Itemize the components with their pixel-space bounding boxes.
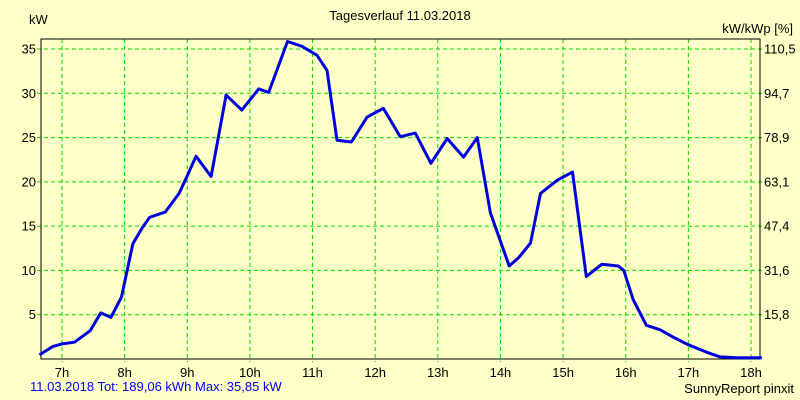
left-axis-unit-label: kW: [29, 12, 48, 27]
y-left-tick-label: 25: [22, 130, 36, 145]
y-right-tick-label: 47,4: [764, 219, 789, 234]
x-tick-label: 9h: [180, 365, 194, 380]
y-right-tick-label: 110,5: [764, 42, 796, 57]
y-right-tick-label: 94,7: [764, 86, 789, 101]
x-tick-label: 18h: [740, 365, 762, 380]
x-tick-label: 12h: [364, 365, 386, 380]
y-left-tick-label: 10: [22, 263, 36, 278]
plot-border: [40, 38, 761, 360]
x-tick-label: 17h: [678, 365, 700, 380]
power-curve: [38, 40, 762, 360]
y-left-tick-label: 20: [22, 174, 36, 189]
brand-text: SunnyReport pinxit: [684, 381, 794, 396]
right-axis-unit-label: kW/kWp [%]: [722, 21, 793, 36]
x-tick-label: 7h: [55, 365, 69, 380]
summary-text: 11.03.2018 Tot: 189,06 kWh Max: 35,85 kW: [30, 379, 282, 394]
y-left-tick-label: 15: [22, 219, 36, 234]
x-tick-label: 10h: [239, 365, 261, 380]
x-tick-label: 14h: [490, 365, 512, 380]
x-tick-label: 16h: [615, 365, 637, 380]
chart-title: Tagesverlauf 11.03.2018: [329, 8, 471, 23]
y-right-tick-label: 31,6: [764, 263, 789, 278]
y-right-tick-label: 78,9: [764, 130, 789, 145]
x-tick-label: 15h: [552, 365, 574, 380]
y-left-tick-label: 35: [22, 42, 36, 57]
y-right-tick-label: 63,1: [764, 174, 789, 189]
y-left-tick-label: 30: [22, 86, 36, 101]
y-right-tick-label: 15,8: [764, 307, 789, 322]
y-left-tick-label: 5: [29, 307, 36, 322]
x-tick-label: 8h: [117, 365, 131, 380]
x-tick-label: 11h: [302, 365, 323, 380]
x-tick-label: 13h: [427, 365, 449, 380]
